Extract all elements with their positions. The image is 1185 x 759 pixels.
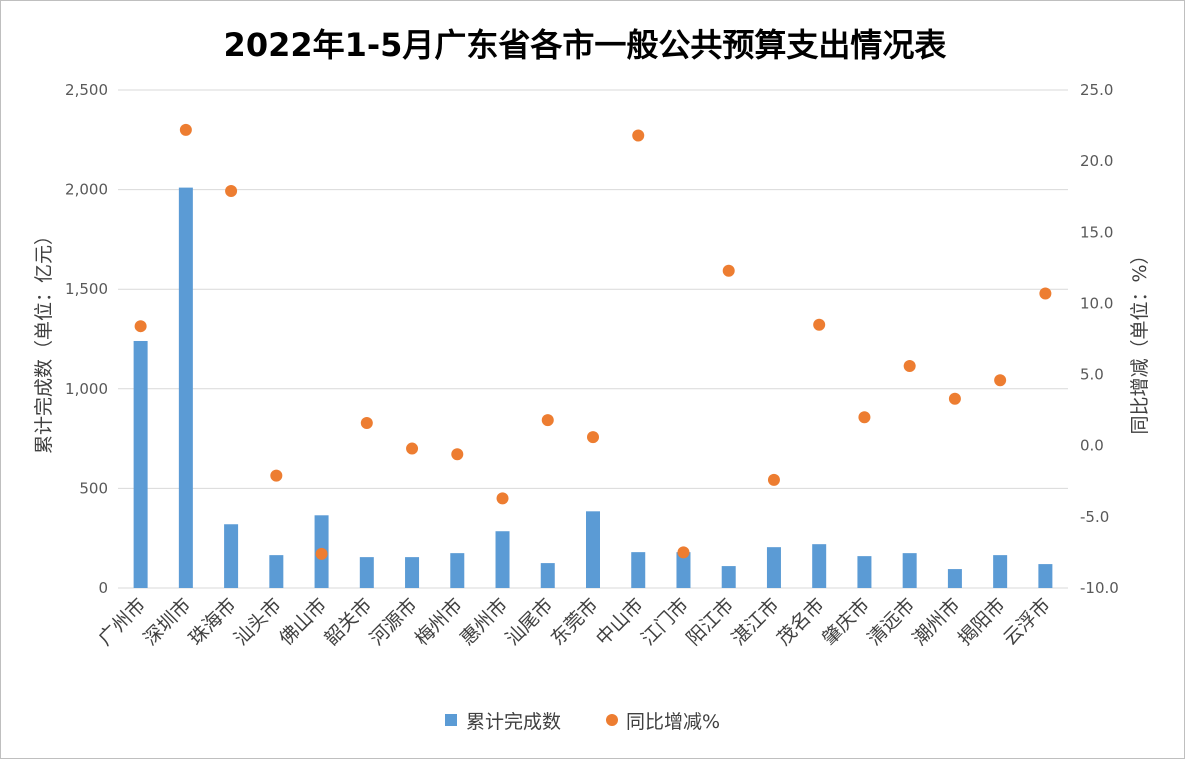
bar-series <box>133 187 1053 588</box>
category-label: 茂名市 <box>773 594 829 650</box>
category-label: 惠州市 <box>456 594 512 650</box>
left-axis-title: 累计完成数（单位：亿元） <box>33 226 55 454</box>
category-label: 东莞市 <box>547 594 603 650</box>
category-label: 潮州市 <box>909 594 965 650</box>
category-label: 佛山市 <box>275 594 331 650</box>
scatter-point <box>315 547 328 560</box>
category-label: 韶关市 <box>320 594 376 650</box>
category-label: 中山市 <box>592 594 648 650</box>
scatter-point <box>360 416 373 429</box>
scatter-point <box>1039 287 1052 300</box>
category-label: 阳江市 <box>682 594 738 650</box>
category-label: 汕头市 <box>230 594 286 650</box>
scatter-series <box>134 123 1052 560</box>
category-label: 清远市 <box>863 594 919 650</box>
left-tick-label: 500 <box>79 479 108 497</box>
category-label: 揭阳市 <box>954 594 1010 650</box>
scatter-point <box>767 473 780 486</box>
chart-title: 2022年1-5月广东省各市一般公共预算支出情况表 <box>224 26 947 64</box>
right-tick-label: 25.0 <box>1080 81 1113 99</box>
scatter-point <box>994 374 1007 387</box>
left-tick-label: 1,500 <box>65 280 108 298</box>
left-tick-label: 2,000 <box>65 181 108 199</box>
scatter-point <box>541 414 554 427</box>
category-label: 湛江市 <box>728 594 784 650</box>
bar <box>133 340 148 588</box>
right-axis-ticks: -10.0 -5.0 0.0 5.0 10.0 15.0 20.0 25.0 <box>1080 81 1119 597</box>
scatter-point <box>587 431 599 444</box>
legend-bar-swatch <box>445 714 457 726</box>
scatter-point <box>406 442 419 455</box>
left-tick-label: 2,500 <box>65 81 108 99</box>
scatter-point <box>632 129 645 142</box>
bar <box>812 544 827 588</box>
category-label: 珠海市 <box>185 594 241 650</box>
bar <box>359 557 374 588</box>
bar <box>766 547 781 588</box>
scatter-point <box>813 318 826 331</box>
left-tick-label: 0 <box>98 579 108 597</box>
scatter-point <box>677 546 690 559</box>
legend: 累计完成数 同比增减% <box>445 711 720 733</box>
bar <box>902 553 917 588</box>
right-tick-label: 20.0 <box>1080 152 1113 170</box>
bar <box>405 557 420 588</box>
right-tick-label: 10.0 <box>1080 294 1113 312</box>
bar <box>450 553 465 588</box>
scatter-point <box>903 360 916 373</box>
category-label: 江门市 <box>637 594 693 650</box>
right-tick-label: -5.0 <box>1080 508 1109 526</box>
bar <box>540 563 555 588</box>
legend-bar-label: 累计完成数 <box>466 711 561 733</box>
category-label: 肇庆市 <box>818 594 874 650</box>
bar <box>857 556 872 588</box>
right-tick-label: 15.0 <box>1080 223 1113 241</box>
scatter-point <box>858 411 871 424</box>
bar <box>1038 564 1053 588</box>
category-label: 云浮市 <box>999 594 1055 650</box>
category-label: 梅州市 <box>411 594 467 650</box>
bar <box>495 531 510 588</box>
bar <box>586 511 600 588</box>
scatter-point <box>179 123 192 136</box>
scatter-point <box>134 320 147 333</box>
left-tick-label: 1,000 <box>65 380 108 398</box>
category-label: 广州市 <box>94 594 150 650</box>
category-label: 河源市 <box>366 594 422 650</box>
category-label: 深圳市 <box>140 594 196 650</box>
scatter-point <box>948 392 961 405</box>
bar <box>676 552 691 588</box>
category-labels: 广州市深圳市珠海市汕头市佛山市韶关市河源市梅州市惠州市汕尾市东莞市中山市江门市阳… <box>94 594 1055 650</box>
bar <box>178 187 193 588</box>
bar <box>631 552 646 588</box>
scatter-point <box>225 185 238 198</box>
left-axis-ticks: 0 500 1,000 1,500 2,000 2,500 <box>65 81 108 597</box>
scatter-point <box>496 492 509 505</box>
scatter-point <box>722 264 735 277</box>
category-label: 汕尾市 <box>501 594 557 650</box>
legend-dot-swatch <box>606 714 618 726</box>
scatter-point <box>451 448 464 461</box>
right-tick-label: 0.0 <box>1080 437 1104 455</box>
bar <box>721 566 736 588</box>
scatter-point <box>270 469 283 482</box>
bar <box>993 555 1008 588</box>
bar <box>947 569 962 588</box>
bar <box>224 524 239 588</box>
right-tick-label: 5.0 <box>1080 366 1104 384</box>
right-tick-label: -10.0 <box>1080 579 1119 597</box>
legend-dot-label: 同比增减% <box>626 711 720 733</box>
bar <box>269 555 284 588</box>
right-axis-title: 同比增减（单位：%） <box>1129 245 1151 434</box>
